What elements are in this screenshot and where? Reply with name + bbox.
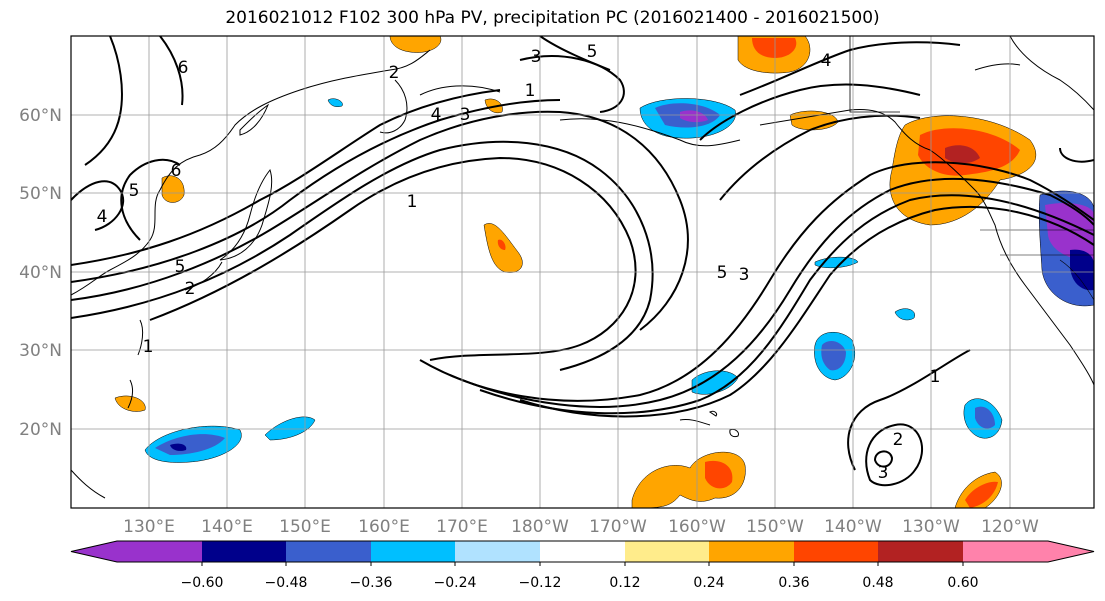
lon-label: 160°W <box>668 517 726 537</box>
contour-label: 3 <box>739 265 750 285</box>
colorbar-tick-label: 0.36 <box>778 575 809 591</box>
colorbar-tick-label: −0.12 <box>519 575 562 591</box>
lat-label: 50°N <box>19 184 62 204</box>
contour-label: 1 <box>407 192 418 212</box>
map-title: 2016021012 F102 300 hPa PV, precipitatio… <box>225 8 880 28</box>
contour-label: 6 <box>171 161 182 181</box>
contour-label: 6 <box>178 58 189 78</box>
lon-label: 170°W <box>589 517 647 537</box>
contour-label: 1 <box>525 81 536 101</box>
lon-label: 120°W <box>981 517 1039 537</box>
contour-label: 5 <box>129 181 140 201</box>
map-frame <box>70 35 1095 509</box>
colorbar <box>70 540 1095 566</box>
colorbar-swatch <box>625 541 709 562</box>
colorbar-tick-label: −0.36 <box>350 575 393 591</box>
lon-label: 180°W <box>511 517 569 537</box>
colorbar-tick-label: 0.48 <box>862 575 893 591</box>
lon-label: 160°E <box>358 517 410 537</box>
contour-label: 5 <box>175 257 186 277</box>
lon-label: 130°W <box>902 517 960 537</box>
latitude-labels: 60°N 50°N 40°N 30°N 20°N <box>19 106 62 440</box>
colorbar-outline <box>70 540 1095 563</box>
graticule <box>71 36 1094 508</box>
colorbar-ticks: −0.60 −0.48 −0.36 −0.24 −0.12 0.12 0.24 … <box>181 575 979 591</box>
longitude-labels: 130°E 140°E 150°E 160°E 170°E 180°W 170°… <box>123 517 1039 537</box>
colorbar-tick-label: −0.60 <box>181 575 224 591</box>
contour-label: 1 <box>143 337 154 357</box>
lat-label: 20°N <box>19 420 62 440</box>
contour-label: 4 <box>97 207 108 227</box>
lon-label: 130°E <box>123 517 175 537</box>
colorbar-tick-label: −0.48 <box>265 575 308 591</box>
colorbar-swatch <box>794 541 878 562</box>
contour-label: 4 <box>431 105 442 125</box>
lon-label: 170°E <box>436 517 488 537</box>
contour-label: 3 <box>531 47 542 67</box>
contour-label: 4 <box>821 51 832 71</box>
lon-label: 150°E <box>279 517 331 537</box>
colorbar-tick-label: 0.24 <box>693 575 724 591</box>
colorbar-tick-label: 0.60 <box>947 575 978 591</box>
colorbar-tick-label: 0.12 <box>609 575 640 591</box>
lat-label: 60°N <box>19 106 62 126</box>
map-plot-area <box>71 36 1094 508</box>
coastlines <box>71 36 1094 499</box>
contour-label: 2 <box>389 63 400 83</box>
contour-label: 1 <box>930 367 941 387</box>
lat-label: 30°N <box>19 341 62 361</box>
colorbar-swatch <box>286 541 371 562</box>
lon-label: 140°W <box>824 517 882 537</box>
pv-contour-labels: 1 1 1 1 2 2 2 3 3 3 3 4 4 4 5 5 5 5 6 6 <box>97 42 941 483</box>
contour-label: 3 <box>878 463 889 483</box>
colorbar-swatch <box>455 541 540 562</box>
lon-label: 150°W <box>746 517 804 537</box>
contour-label: 3 <box>460 105 471 125</box>
colorbar-swatch <box>202 541 286 562</box>
colorbar-swatch <box>540 541 625 562</box>
contour-label: 5 <box>717 263 728 283</box>
colorbar-swatch <box>963 541 1094 562</box>
contour-label: 2 <box>893 430 904 450</box>
colorbar-swatch <box>709 541 794 562</box>
lon-label: 140°E <box>201 517 253 537</box>
contour-label: 2 <box>185 279 196 299</box>
colorbar-tick-label: −0.24 <box>434 575 477 591</box>
colorbar-swatch <box>371 541 455 562</box>
colorbar-swatch <box>71 541 202 562</box>
pv-contours <box>71 36 1094 487</box>
colorbar-swatch <box>878 541 963 562</box>
lat-label: 40°N <box>19 263 62 283</box>
contour-label: 5 <box>587 42 598 62</box>
